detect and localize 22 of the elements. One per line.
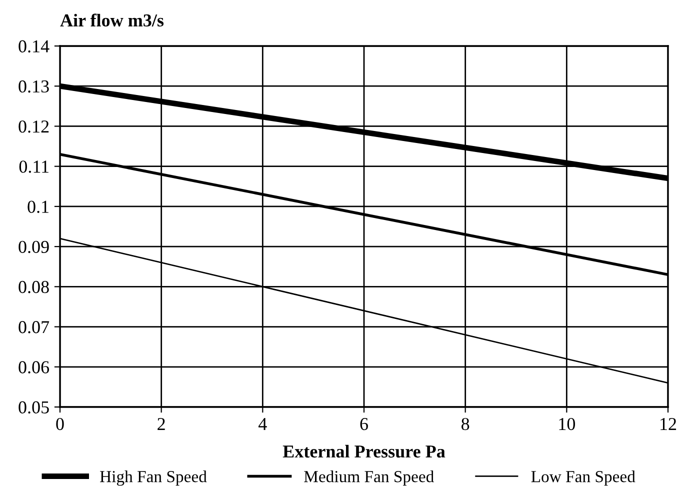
x-tick-label: 0 [56, 418, 64, 430]
x-tick-label: 12 [660, 418, 676, 430]
y-axis-title: Air flow m3/s [60, 14, 164, 27]
x-tick-label: 6 [360, 418, 368, 430]
x-tick-label: 10 [559, 418, 576, 430]
y-tick-label: 0.14 [18, 40, 50, 53]
y-tick-label: 0.05 [18, 401, 49, 414]
y-tick-label: 0.11 [19, 160, 48, 173]
y-tick-label: 0.07 [18, 321, 50, 334]
y-tick-label: 0.09 [18, 240, 49, 254]
y-tick-label: 0.08 [18, 280, 49, 294]
y-tick-label: 0.1 [28, 200, 48, 213]
y-tick-label: 0.12 [18, 120, 49, 133]
legend-label: Low Fan Speed [531, 470, 636, 486]
y-tick-label: 0.06 [18, 361, 50, 374]
x-tick-label: 4 [258, 418, 267, 430]
y-tick-label: 0.13 [18, 80, 49, 93]
legend-label: High Fan Speed [100, 470, 207, 486]
x-tick-label: 8 [462, 418, 470, 430]
legend-label: Medium Fan Speed [304, 470, 434, 486]
x-axis-title: External Pressure Pa [282, 444, 446, 458]
x-tick-label: 2 [158, 418, 165, 430]
